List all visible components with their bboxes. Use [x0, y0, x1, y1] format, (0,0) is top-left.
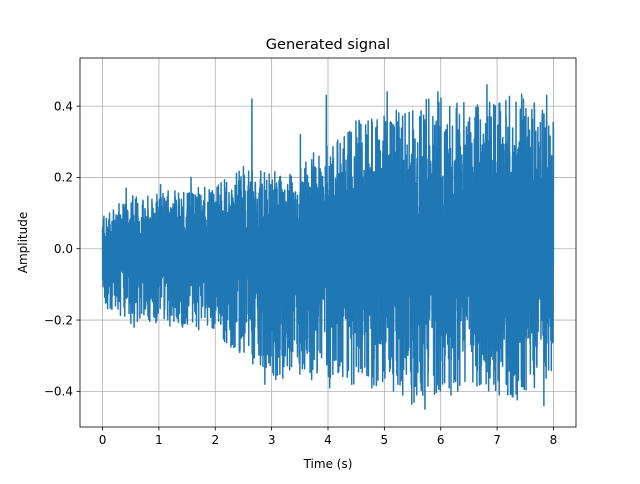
x-tick-label: 0: [99, 433, 107, 447]
x-tick-label: 4: [324, 433, 332, 447]
signal-line: [101, 83, 555, 410]
series-layer: [101, 83, 555, 410]
y-axis-label: Amplitude: [16, 212, 30, 274]
x-tick-label: 8: [550, 433, 558, 447]
x-tick-label: 2: [211, 433, 219, 447]
x-tick-label: 5: [381, 433, 389, 447]
y-tick-label: 0.0: [54, 242, 73, 256]
x-axis-label: Time (s): [303, 457, 353, 471]
y-tick-label: 0.2: [54, 171, 73, 185]
x-tick-label: 7: [493, 433, 501, 447]
x-tick-label: 6: [437, 433, 445, 447]
y-axis-ticks: −0.4 −0.2 0.0 0.2 0.4: [44, 99, 80, 399]
y-tick-label: −0.2: [44, 313, 73, 327]
y-tick-label: −0.4: [44, 385, 73, 399]
x-tick-label: 3: [268, 433, 276, 447]
x-axis-ticks: 0 1 2 3 4 5 6 7 8: [99, 427, 558, 447]
x-tick-label: 1: [155, 433, 163, 447]
chart-title: Generated signal: [266, 37, 390, 53]
y-tick-label: 0.4: [54, 99, 73, 113]
